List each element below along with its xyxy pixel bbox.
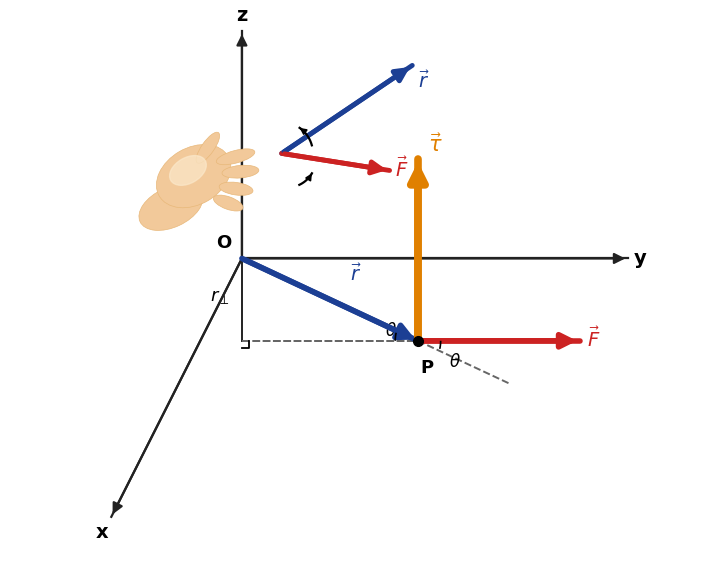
Text: $\vec{F}$: $\vec{F}$ [395,157,408,182]
Ellipse shape [157,144,231,208]
Text: P: P [421,359,434,377]
Ellipse shape [219,182,253,196]
Text: $\vec{r}$: $\vec{r}$ [418,71,430,93]
Text: O: O [216,233,232,252]
Ellipse shape [139,185,203,231]
Text: z: z [237,6,248,25]
Text: y: y [633,249,646,268]
Text: x: x [96,523,108,542]
Ellipse shape [222,165,259,178]
Text: $r_{\perp}$: $r_{\perp}$ [210,288,229,306]
Ellipse shape [216,149,255,164]
Ellipse shape [196,132,220,163]
Text: $\theta$: $\theta$ [449,354,461,371]
Text: $\vec{r}$: $\vec{r}$ [350,264,362,285]
Text: $\theta$: $\theta$ [385,321,397,340]
Ellipse shape [213,195,243,211]
Ellipse shape [170,156,206,185]
Text: $\vec{\tau}$: $\vec{\tau}$ [428,133,443,156]
Text: $\vec{F}$: $\vec{F}$ [587,327,600,351]
